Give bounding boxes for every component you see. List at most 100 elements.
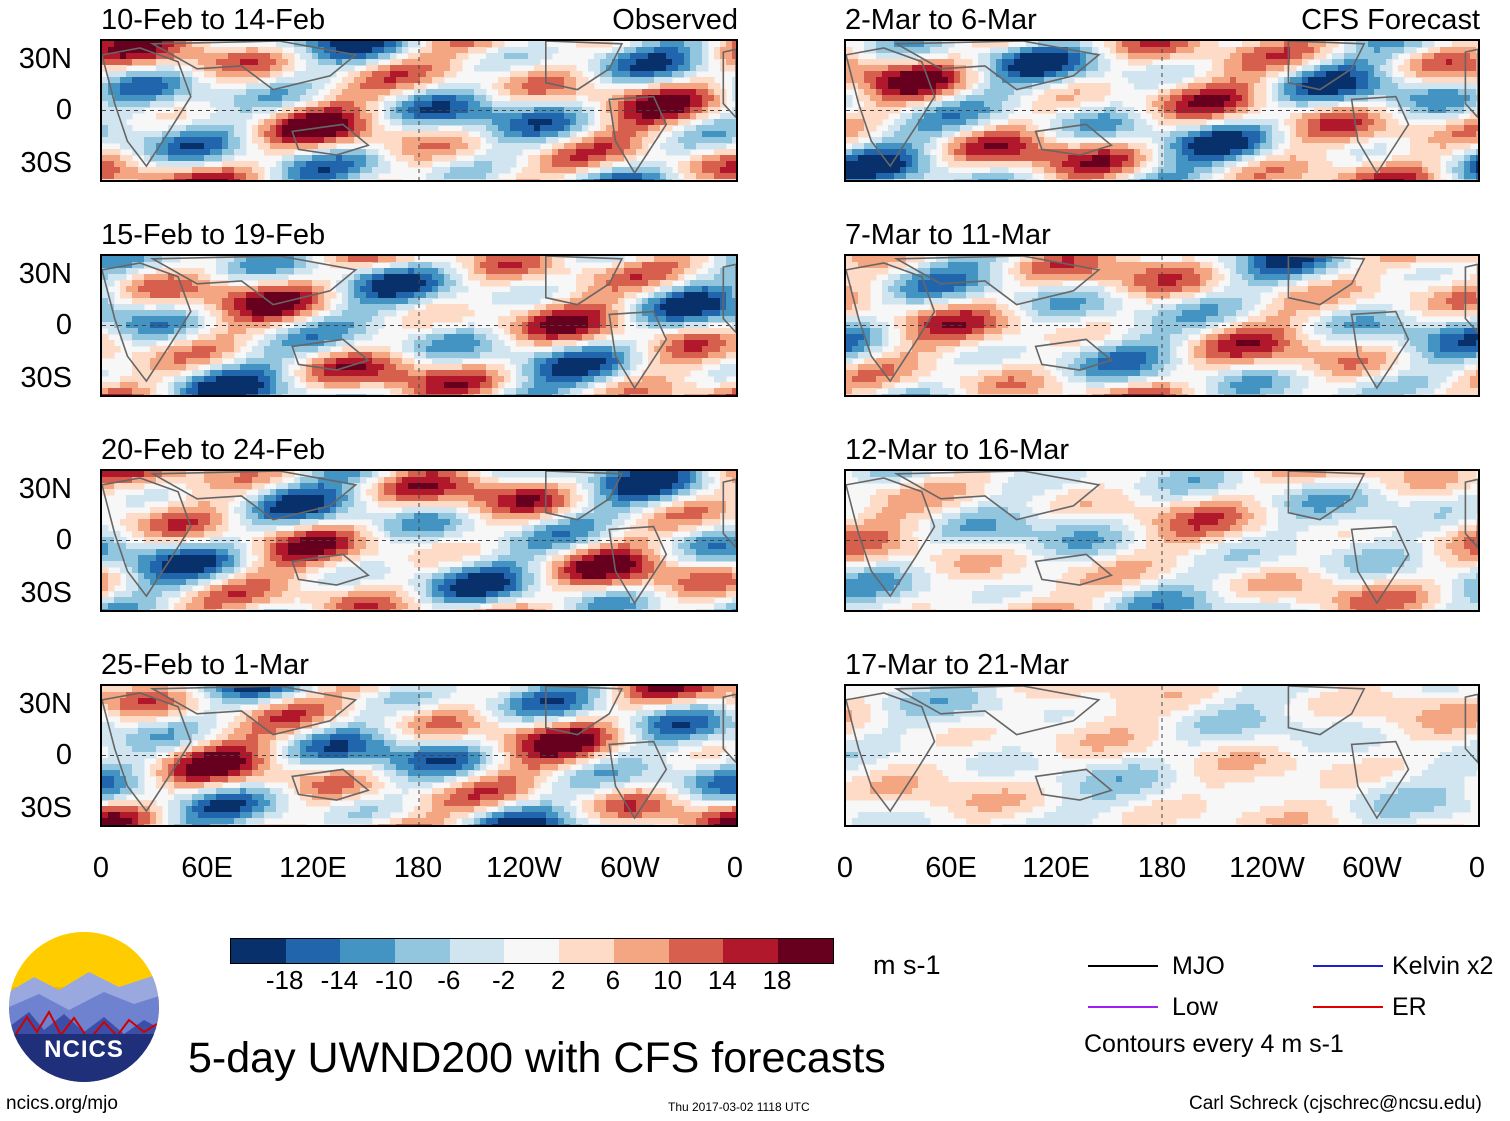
- anomaly-cell: [690, 65, 697, 72]
- anomaly-cell: [522, 298, 529, 305]
- anomaly-cell: [264, 340, 271, 347]
- anomaly-cell: [174, 47, 181, 54]
- anomaly-cell: [510, 489, 517, 496]
- anomaly-cell: [510, 394, 517, 395]
- anomaly-cell: [156, 53, 163, 60]
- anomaly-cell: [348, 471, 355, 478]
- anomaly-cell: [378, 125, 385, 132]
- anomaly-cell: [696, 161, 703, 168]
- anomaly-cell: [600, 131, 607, 138]
- anomaly-cell: [558, 71, 565, 78]
- anomaly-cell: [108, 59, 115, 66]
- forecast-tag: CFS Forecast: [1301, 4, 1480, 36]
- anomaly-cell: [312, 471, 319, 478]
- anomaly-cell: [360, 280, 367, 287]
- anomaly-cell: [528, 316, 535, 323]
- anomaly-cell: [666, 471, 673, 478]
- anomaly-cell: [630, 477, 637, 484]
- anomaly-cell: [234, 119, 241, 126]
- anomaly-cell: [372, 382, 379, 389]
- anomaly-cell: [582, 77, 589, 84]
- anomaly-cell: [594, 310, 601, 317]
- anomaly-cell: [216, 298, 223, 305]
- anomaly-cell: [306, 346, 313, 353]
- anomaly-cell: [360, 149, 367, 156]
- anomaly-cell: [438, 53, 445, 60]
- anomaly-cell: [720, 376, 727, 383]
- anomaly-cell: [696, 501, 703, 508]
- anomaly-cell: [720, 143, 727, 150]
- anomaly-cell: [336, 471, 343, 478]
- anomaly-cell: [336, 107, 343, 114]
- anomaly-cell: [564, 328, 571, 335]
- anomaly-cell: [204, 352, 211, 359]
- anomaly-cell: [708, 298, 715, 305]
- anomaly-cell: [270, 352, 277, 359]
- anomaly-cell: [414, 507, 421, 514]
- anomaly-cell: [372, 155, 379, 162]
- anomaly-cell: [306, 376, 313, 383]
- anomaly-cell: [714, 161, 721, 168]
- anomaly-cell: [714, 119, 721, 126]
- anomaly-cell: [114, 328, 121, 335]
- anomaly-cell: [714, 167, 721, 174]
- anomaly-cell: [408, 346, 415, 353]
- anomaly-cell: [480, 280, 487, 287]
- anomaly-field: [102, 41, 736, 180]
- anomaly-cell: [186, 328, 193, 335]
- anomaly-cell: [228, 149, 235, 156]
- anomaly-cell: [180, 77, 187, 84]
- anomaly-cell: [282, 388, 289, 395]
- anomaly-cell: [492, 262, 499, 269]
- anomaly-cell: [174, 298, 181, 305]
- anomaly-cell: [120, 268, 127, 275]
- anomaly-cell: [228, 65, 235, 72]
- anomaly-cell: [552, 65, 559, 72]
- anomaly-cell: [324, 65, 331, 72]
- anomaly-cell: [498, 107, 505, 114]
- anomaly-cell: [462, 149, 469, 156]
- anomaly-cell: [396, 83, 403, 90]
- anomaly-cell: [354, 59, 361, 66]
- anomaly-cell: [228, 47, 235, 54]
- anomaly-cell: [450, 346, 457, 353]
- anomaly-cell: [438, 382, 445, 389]
- anomaly-cell: [138, 149, 145, 156]
- anomaly-cell: [222, 167, 229, 174]
- anomaly-cell: [642, 143, 649, 150]
- anomaly-cell: [588, 304, 595, 311]
- anomaly-cell: [132, 471, 139, 478]
- anomaly-cell: [576, 322, 583, 329]
- anomaly-cell: [486, 101, 493, 108]
- anomaly-cell: [438, 95, 445, 102]
- anomaly-cell: [126, 167, 133, 174]
- anomaly-cell: [618, 179, 625, 180]
- anomaly-cell: [348, 149, 355, 156]
- anomaly-cell: [432, 268, 439, 275]
- anomaly-cell: [300, 394, 307, 395]
- anomaly-cell: [348, 95, 355, 102]
- anomaly-cell: [582, 358, 589, 365]
- anomaly-cell: [702, 137, 709, 144]
- anomaly-cell: [714, 346, 721, 353]
- anomaly-cell: [462, 83, 469, 90]
- anomaly-cell: [522, 167, 529, 174]
- anomaly-cell: [510, 298, 517, 305]
- anomaly-cell: [360, 256, 367, 263]
- anomaly-cell: [234, 143, 241, 150]
- anomaly-cell: [594, 358, 601, 365]
- anomaly-cell: [252, 262, 259, 269]
- anomaly-cell: [234, 507, 241, 514]
- anomaly-cell: [354, 322, 361, 329]
- anomaly-cell: [492, 161, 499, 168]
- anomaly-cell: [252, 77, 259, 84]
- anomaly-cell: [672, 483, 679, 490]
- anomaly-cell: [438, 316, 445, 323]
- anomaly-cell: [666, 77, 673, 84]
- anomaly-cell: [402, 77, 409, 84]
- anomaly-cell: [498, 47, 505, 54]
- anomaly-cell: [174, 137, 181, 144]
- anomaly-cell: [108, 71, 115, 78]
- anomaly-cell: [684, 101, 691, 108]
- anomaly-cell: [618, 143, 625, 150]
